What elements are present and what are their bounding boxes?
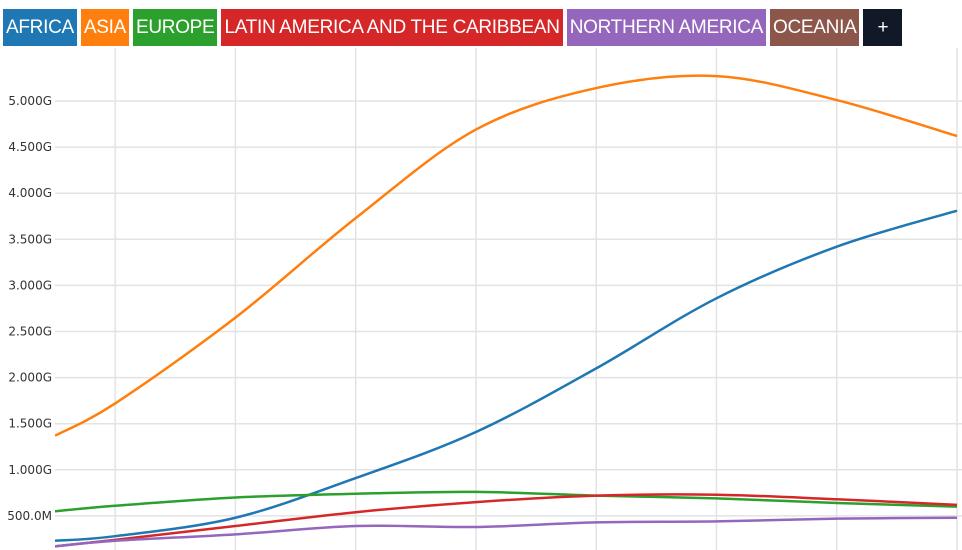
legend: AFRICA ASIA EUROPE LATIN AMERICA AND THE CA… <box>3 9 903 46</box>
y-tick-label: 5.000G <box>8 94 52 108</box>
y-tick-label: 500.0M <box>7 509 52 523</box>
series-line-europe[interactable] <box>55 490 958 513</box>
series-line-asia[interactable] <box>55 74 958 437</box>
legend-item-northern-america[interactable]: NORTHERN AMERICA <box>566 9 767 46</box>
y-tick-label: 3.500G <box>8 232 52 246</box>
legend-item-oceania[interactable]: OCEANIA <box>770 9 860 46</box>
y-tick-label: 2.000G <box>8 371 52 385</box>
y-tick-label: 4.000G <box>8 186 52 200</box>
y-tick-label: 1.500G <box>8 417 52 431</box>
legend-item-asia[interactable]: ASIA <box>80 9 129 46</box>
y-tick-label: 1.000G <box>8 463 52 477</box>
series-line-latin-america-and-the-caribbean[interactable] <box>55 493 958 548</box>
legend-item-latin-america-and-the-caribbean[interactable]: LATIN AMERICA AND THE CARIBBEAN <box>221 9 563 46</box>
y-tick-label: 3.000G <box>8 278 52 292</box>
legend-item-africa[interactable]: AFRICA <box>3 9 77 46</box>
y-tick-label: 4.500G <box>8 140 52 154</box>
y-tick-label: 2.500G <box>8 325 52 339</box>
series-line-africa[interactable] <box>55 209 958 543</box>
add-series-button[interactable]: + <box>863 9 903 46</box>
legend-item-europe[interactable]: EUROPE <box>132 9 218 46</box>
series-line-northern-america[interactable] <box>55 516 958 548</box>
